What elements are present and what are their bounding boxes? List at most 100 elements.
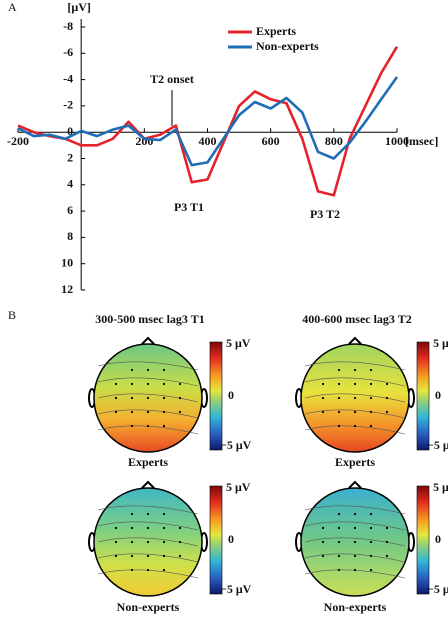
nose xyxy=(141,480,155,489)
electrode xyxy=(130,512,134,516)
contour xyxy=(304,521,406,531)
series-line xyxy=(17,76,399,167)
contour xyxy=(97,377,199,387)
electrode xyxy=(114,382,118,386)
contour xyxy=(304,505,406,515)
electrode xyxy=(162,554,166,558)
topomaps: 300-500 msec lag3 T1 400-600 msec lag3 T… xyxy=(88,312,448,614)
electrode xyxy=(337,526,341,530)
electrode xyxy=(162,396,166,400)
electrode xyxy=(369,526,373,530)
electrode xyxy=(353,554,357,558)
electrode xyxy=(130,526,134,530)
contour xyxy=(97,521,199,531)
electrode xyxy=(178,540,182,544)
annotation: P3 T1 xyxy=(174,200,204,214)
electrode xyxy=(146,540,150,544)
y-tick-label: -6 xyxy=(63,45,73,59)
electrode xyxy=(369,396,373,400)
electrode xyxy=(114,396,118,400)
colorbar-label: 5 μV xyxy=(226,480,251,494)
colorbar-label: 5 μV xyxy=(433,480,448,494)
electrode xyxy=(369,568,373,572)
electrode xyxy=(353,512,357,516)
electrode xyxy=(162,568,166,572)
electrode xyxy=(369,368,373,372)
electrode xyxy=(130,368,134,372)
electrode xyxy=(321,540,325,544)
electrode xyxy=(369,540,373,544)
contour xyxy=(97,569,199,579)
electrode xyxy=(178,526,182,530)
colorbar-label: −5 μV xyxy=(220,438,252,452)
colorbar-label: −5 μV xyxy=(427,582,448,596)
electrode xyxy=(130,424,134,428)
contour xyxy=(304,553,406,563)
electrode xyxy=(337,424,341,428)
electrode xyxy=(353,540,357,544)
colorbar xyxy=(416,341,430,451)
electrode xyxy=(337,382,341,386)
electrode xyxy=(146,424,150,428)
electrode xyxy=(178,382,182,386)
electrode xyxy=(114,526,118,530)
y-tick-label: -4 xyxy=(63,71,73,85)
electrode xyxy=(146,382,150,386)
contour xyxy=(304,537,406,547)
legend-label: Non-experts xyxy=(256,39,319,53)
annotation: T2 onset xyxy=(150,72,194,86)
row-label: Experts xyxy=(128,455,168,469)
contour xyxy=(97,393,199,403)
contour xyxy=(304,425,406,435)
contour xyxy=(97,537,199,547)
electrode xyxy=(385,382,389,386)
row-label: Experts xyxy=(335,455,375,469)
electrode xyxy=(369,424,373,428)
map-title: 300-500 msec lag3 T1 xyxy=(95,312,204,326)
electrode xyxy=(337,512,341,516)
contour xyxy=(304,361,406,371)
x-tick-label: 1000 xyxy=(385,134,409,148)
electrode xyxy=(321,554,325,558)
contour xyxy=(97,505,199,515)
electrode xyxy=(178,410,182,414)
contour xyxy=(304,569,406,579)
electrode xyxy=(162,526,166,530)
electrode xyxy=(114,410,118,414)
electrode xyxy=(321,410,325,414)
contour xyxy=(97,361,199,371)
electrode xyxy=(337,368,341,372)
electrode xyxy=(146,554,150,558)
electrode xyxy=(130,554,134,558)
electrode xyxy=(130,382,134,386)
x-tick-label: -200 xyxy=(7,134,29,148)
electrode xyxy=(321,526,325,530)
electrode xyxy=(162,410,166,414)
colorbar-label: 0 xyxy=(228,388,234,402)
electrode xyxy=(369,410,373,414)
electrode xyxy=(162,424,166,428)
electrode xyxy=(321,396,325,400)
row-label: Non-experts xyxy=(117,600,180,614)
electrode xyxy=(130,568,134,572)
electrode xyxy=(337,554,341,558)
electrode xyxy=(369,382,373,386)
electrode xyxy=(114,540,118,544)
electrode xyxy=(385,540,389,544)
contour xyxy=(97,553,199,563)
electrode xyxy=(162,512,166,516)
electrode xyxy=(337,568,341,572)
electrode xyxy=(146,396,150,400)
legend-label: Experts xyxy=(256,24,296,38)
electrode xyxy=(353,382,357,386)
colorbar-label: −5 μV xyxy=(427,438,448,452)
electrode xyxy=(146,568,150,572)
colorbar-label: 5 μV xyxy=(226,336,251,350)
electrode xyxy=(146,368,150,372)
electrode xyxy=(385,526,389,530)
electrode xyxy=(385,554,389,558)
electrode xyxy=(178,554,182,558)
nose xyxy=(348,480,362,489)
